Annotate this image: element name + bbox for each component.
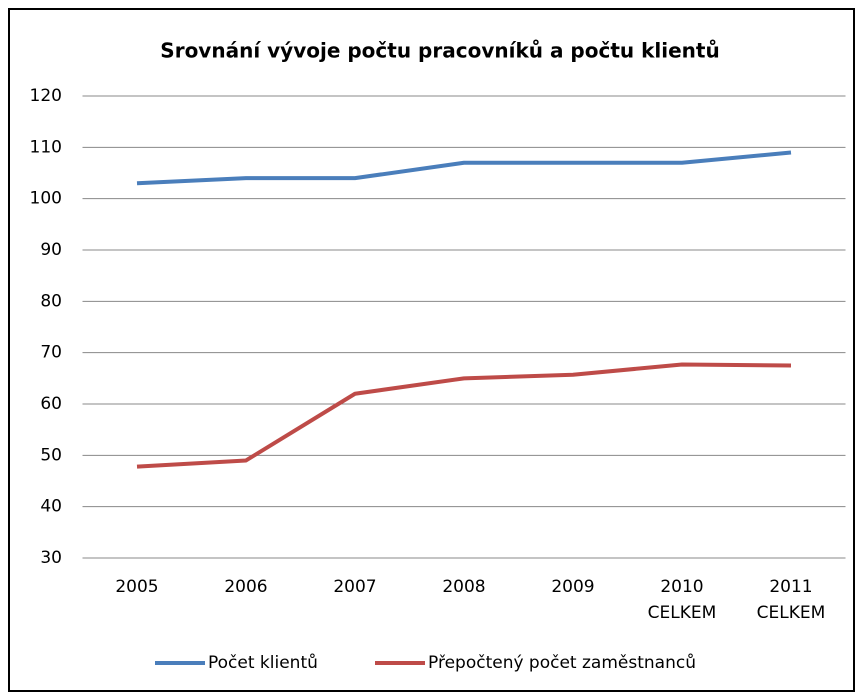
x-tick-label: 2011 CELKEM [756,577,826,623]
y-tick-label: 110 [30,137,62,157]
x-tick-label: 2006 [224,577,268,597]
legend-label: Přepočtený počet zaměstnanců [428,653,696,673]
legend-label: Počet klientů [208,653,318,673]
y-tick-label: 80 [40,291,62,311]
x-tick-label: 2005 [115,577,159,597]
y-tick-label: 50 [40,445,62,465]
y-tick-label: 100 [30,189,62,209]
x-tick-label: 2009 [551,577,595,597]
y-tick-label: 70 [40,343,62,363]
y-tick-label: 30 [40,548,62,568]
x-tick-label: 2010 CELKEM [647,577,717,623]
x-tick-label: 2007 [333,577,377,597]
x-tick-label: 2008 [442,577,486,597]
series-line [136,150,792,186]
series-line [136,362,792,469]
y-tick-label: 60 [40,394,62,414]
y-tick-label: 120 [30,86,62,106]
chart-frame [8,8,855,692]
y-tick-label: 40 [40,497,62,517]
y-tick-label: 90 [40,240,62,260]
chart-title: Srovnání vývoje počtu pracovníků a počtu… [160,39,719,63]
